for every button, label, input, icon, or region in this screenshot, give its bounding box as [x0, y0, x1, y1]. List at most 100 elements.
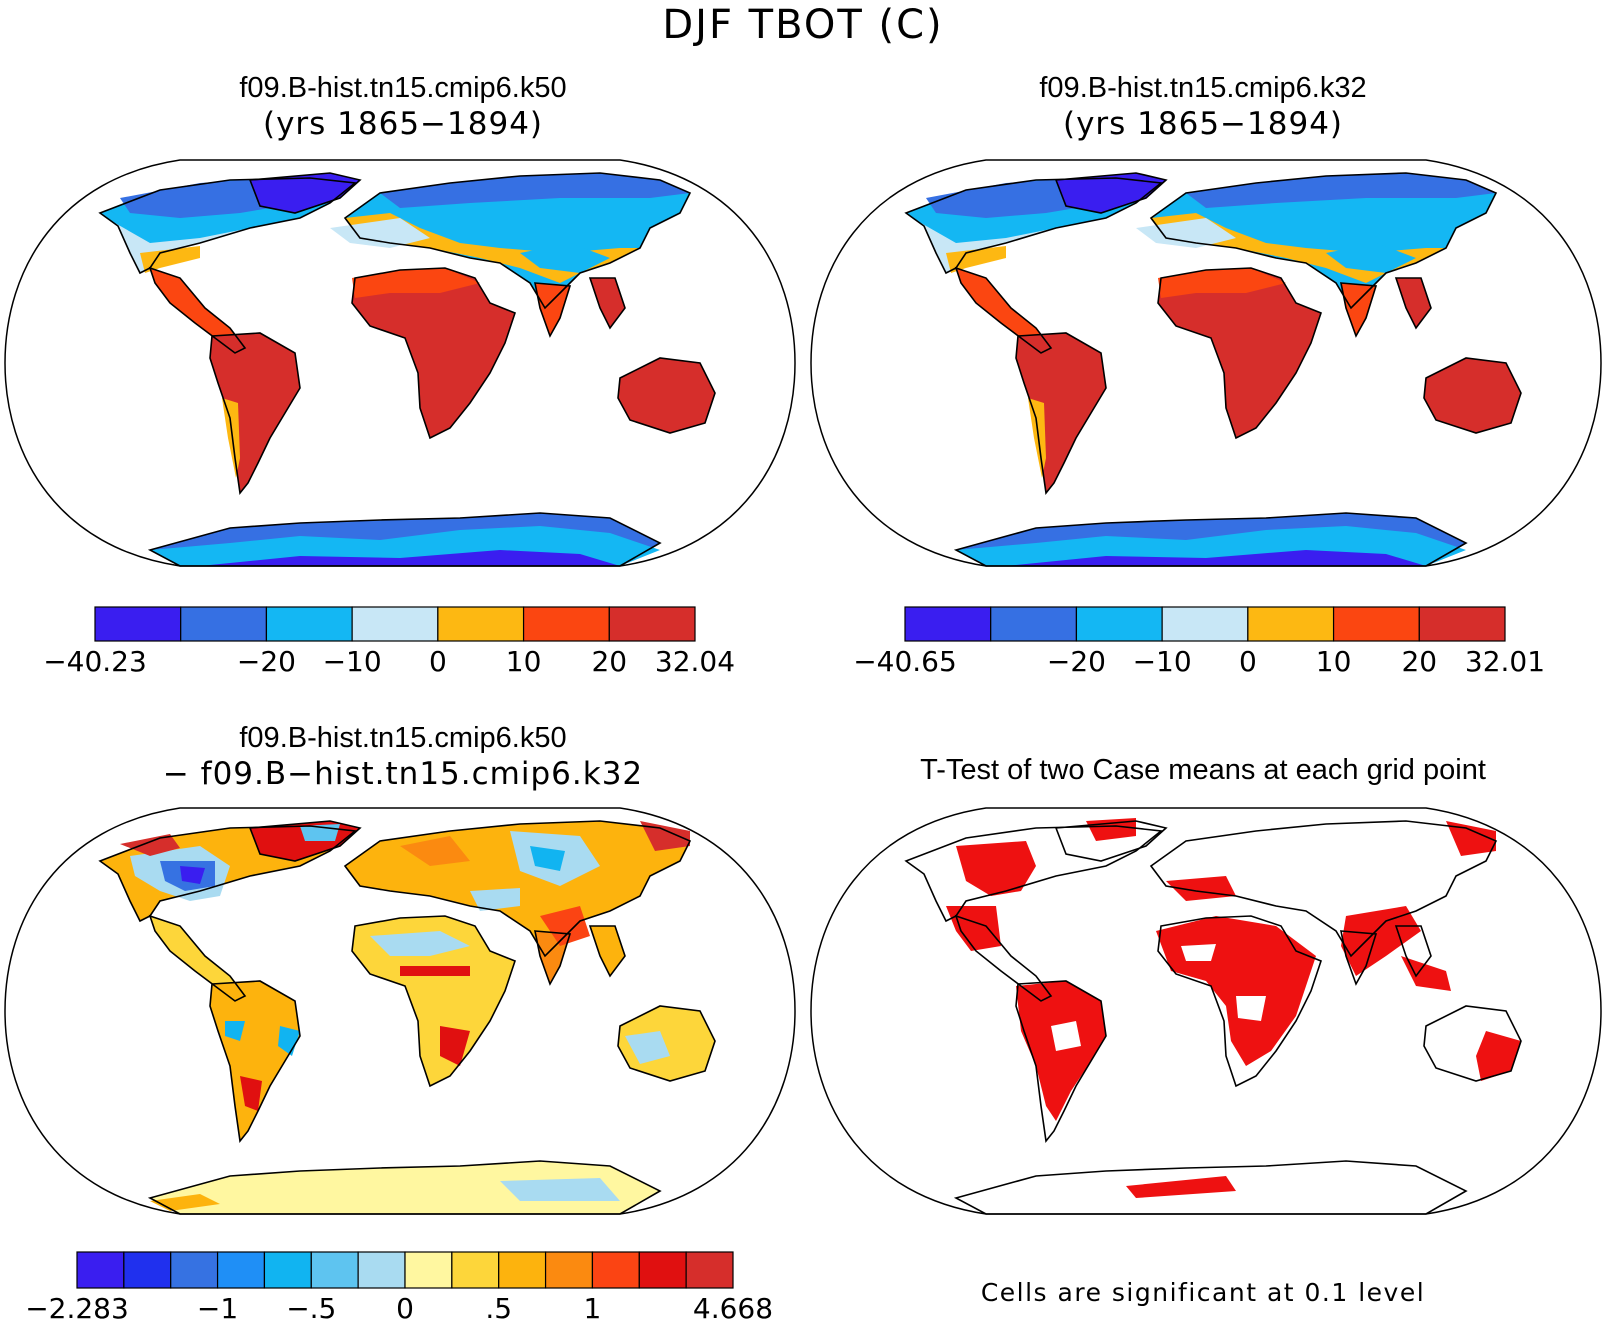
- not-significant-region-2: [1181, 944, 1216, 961]
- colorbar-label-14: 4.668: [693, 1292, 773, 1325]
- coastline-africa: [1157, 267, 1322, 440]
- colorbar-label-3: −10: [323, 645, 382, 678]
- land-greenland: [1056, 173, 1166, 213]
- colorbar-box-5: [522, 606, 610, 642]
- colorbar-case1: −40.23 −20 −10 0 10 20 32.04: [43, 606, 735, 678]
- land-layer: [100, 821, 715, 1214]
- ocean: [811, 808, 1601, 1214]
- colorbar-box-13: [685, 1251, 734, 1289]
- colorbar-label-6: 20: [591, 645, 627, 678]
- significant-region-8: [1401, 956, 1451, 991]
- colorbar-box-1: [990, 606, 1078, 642]
- band-europe: [1136, 218, 1236, 248]
- land-india: [1341, 283, 1376, 336]
- land-layer: [100, 173, 715, 566]
- coastline-india: [534, 282, 572, 338]
- map-outline: [4, 807, 796, 1215]
- colorbar-label-5: 10: [1316, 645, 1352, 678]
- colorbar-label-7: 0: [396, 1292, 414, 1325]
- panel-title-case1-line2: (yrs 1865−1894): [262, 106, 544, 142]
- land-layer: [906, 173, 1521, 566]
- map-ttest: [810, 807, 1602, 1215]
- coastline-mexico: [148, 914, 247, 1002]
- colorbar-label-3: −10: [1133, 645, 1192, 678]
- significant-region-3: [1016, 981, 1106, 1121]
- colorbar-label-5: 10: [506, 645, 542, 678]
- coastline-mexico: [954, 914, 1053, 1002]
- colorbar-box-7: [404, 1251, 453, 1289]
- colorbar-label-2: −20: [237, 645, 296, 678]
- panel-title-diff-line2: − f09.B−hist.tn15.cmip6.k32: [162, 756, 644, 792]
- panel-title-diff-line1: f09.B-hist.tn15.cmip6.k50: [239, 722, 567, 754]
- colorbar-box-1: [123, 1251, 172, 1289]
- colorbar-box-5: [1332, 606, 1420, 642]
- land-greenland: [250, 173, 360, 213]
- panel-title-ttest-line1: T-Test of two Case means at each grid po…: [920, 754, 1486, 786]
- coastline-seasia: [588, 925, 626, 978]
- anomaly-region-12: [278, 1026, 300, 1056]
- anomaly-region-6: [530, 846, 565, 871]
- colorbar-box-1: [180, 606, 268, 642]
- colorbar-box-2: [265, 606, 353, 642]
- significant-region-0: [956, 841, 1036, 896]
- coastlines: [98, 820, 716, 1215]
- map-outline: [810, 807, 1602, 1215]
- coastline-mexico: [148, 266, 247, 354]
- band-antarctica-core: [200, 550, 620, 566]
- coastline-aus: [617, 1005, 716, 1082]
- colorbar-diff: −2.283 −1 −.5 0 .5 1 4.668: [25, 1251, 773, 1325]
- coastline-sa: [1015, 980, 1107, 1143]
- coastline-greenland: [1054, 820, 1168, 862]
- colorbar-label-0: −2.283: [25, 1292, 129, 1325]
- coastline-greenland: [248, 820, 362, 862]
- land-mexico: [150, 916, 245, 1001]
- significant-region-10: [1126, 1176, 1236, 1198]
- coastline-aus: [1423, 1005, 1522, 1082]
- land-australia: [1424, 358, 1521, 433]
- not-significant-region-1: [1236, 996, 1266, 1021]
- anomaly-region-7: [640, 821, 690, 851]
- anomaly-region-14: [225, 1021, 245, 1041]
- significant-region-5: [1166, 876, 1236, 901]
- land-mexico: [150, 268, 245, 353]
- map-case1: [4, 159, 796, 567]
- coastline-seasia: [1394, 277, 1432, 330]
- anomaly-region-13: [240, 1076, 262, 1111]
- panel-title-case2: f09.B-hist.tn15.cmip6.k32 (yrs 1865−1894…: [800, 70, 1606, 142]
- coastline-sa: [209, 332, 301, 495]
- land-eurasia: [345, 173, 690, 308]
- coastline-india: [534, 930, 572, 986]
- colorbar-box-6: [608, 606, 696, 642]
- significant-region-6: [1341, 906, 1421, 976]
- colorbar-label-5: −.5: [286, 1292, 336, 1325]
- land-seasia: [590, 926, 625, 976]
- band-sahara: [1158, 268, 1286, 298]
- land-mexico: [956, 268, 1051, 353]
- land-australia: [618, 358, 715, 433]
- significant-region-7: [1446, 821, 1496, 856]
- coastline-greenland: [1054, 172, 1168, 214]
- panel-title-ttest: T-Test of two Case means at each grid po…: [800, 752, 1606, 788]
- anomaly-region-9: [370, 931, 470, 956]
- panel-title-case1-line1: f09.B-hist.tn15.cmip6.k50: [239, 72, 567, 104]
- colorbar-label-7: 32.01: [1465, 645, 1545, 678]
- colorbar-label-4: 0: [429, 645, 447, 678]
- panel-title-case1: f09.B-hist.tn15.cmip6.k50 (yrs 1865−1894…: [0, 70, 806, 142]
- land-seasia: [590, 278, 625, 328]
- coastline-aus: [1423, 357, 1522, 434]
- coastline-sa: [209, 980, 301, 1143]
- not-significant-region-0: [1051, 1021, 1081, 1051]
- coastline-mexico: [954, 266, 1053, 354]
- band-siberia: [380, 173, 690, 208]
- colorbar-box-0: [94, 606, 182, 642]
- panel-title-case2-line2: (yrs 1865−1894): [1062, 106, 1344, 142]
- band-antarctica-core: [1006, 550, 1426, 566]
- coastline-eur: [343, 172, 692, 310]
- colorbar-box-11: [591, 1251, 640, 1289]
- coastline-seasia: [588, 277, 626, 330]
- colorbar-label-7: 32.04: [655, 645, 735, 678]
- colorbar-box-10: [544, 1251, 594, 1289]
- colorbar-box-4: [1247, 606, 1335, 642]
- colorbar-box-12: [638, 1251, 687, 1289]
- colorbar-box-8: [451, 1251, 500, 1289]
